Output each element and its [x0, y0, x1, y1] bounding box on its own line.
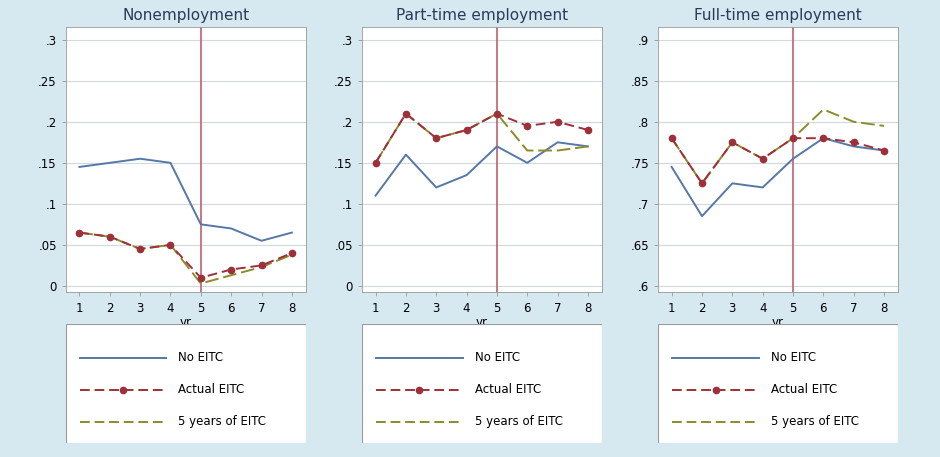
Text: Actual EITC: Actual EITC — [179, 383, 244, 396]
X-axis label: yr: yr — [476, 316, 488, 329]
Text: 5 years of EITC: 5 years of EITC — [771, 415, 858, 428]
Text: No EITC: No EITC — [771, 351, 816, 364]
FancyBboxPatch shape — [658, 324, 898, 443]
Text: 5 years of EITC: 5 years of EITC — [179, 415, 266, 428]
Text: No EITC: No EITC — [475, 351, 520, 364]
Text: No EITC: No EITC — [179, 351, 224, 364]
FancyBboxPatch shape — [66, 324, 306, 443]
FancyBboxPatch shape — [362, 324, 602, 443]
X-axis label: yr: yr — [772, 316, 784, 329]
Text: Actual EITC: Actual EITC — [475, 383, 540, 396]
Title: Part-time employment: Part-time employment — [396, 9, 568, 23]
Text: 5 years of EITC: 5 years of EITC — [475, 415, 562, 428]
X-axis label: yr: yr — [180, 316, 192, 329]
Text: Actual EITC: Actual EITC — [771, 383, 837, 396]
Title: Nonemployment: Nonemployment — [122, 9, 249, 23]
Title: Full-time employment: Full-time employment — [694, 9, 862, 23]
